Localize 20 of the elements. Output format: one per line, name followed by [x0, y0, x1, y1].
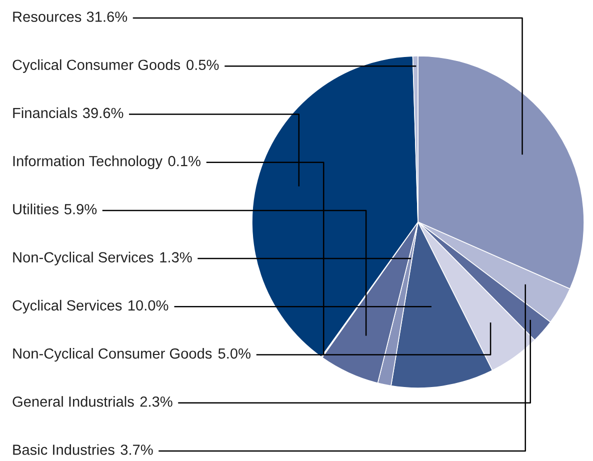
data-label: 39.6% — [82, 108, 124, 118]
slice-label: Financials — [13, 107, 78, 118]
data-label: 0.5% — [186, 60, 219, 70]
data-label: 1.3% — [160, 252, 192, 262]
data-label: 5.9% — [64, 204, 97, 214]
data-label: 2.3% — [140, 396, 172, 407]
data-label: 31.6% — [86, 12, 128, 22]
data-label: 10.0% — [128, 300, 168, 311]
data-label: 5.0% — [218, 348, 250, 359]
slice-label: Basic Industries — [13, 444, 114, 455]
slice-label: Resources — [13, 12, 82, 22]
slice-label: General Industrials — [12, 396, 134, 407]
data-label: 3.7% — [120, 444, 153, 455]
slice-label: Non-Cyclical Services — [13, 252, 154, 266]
slice-label: Information Technology — [13, 156, 162, 170]
slice-label: Cyclical Consumer Goods — [12, 59, 180, 73]
slice-label: Non-Cyclical Consumer Goods — [13, 348, 212, 362]
data-label: 0.1% — [168, 156, 200, 166]
slice-label: Utilities — [13, 204, 58, 214]
slice-label: Cyclical Services — [12, 300, 122, 314]
